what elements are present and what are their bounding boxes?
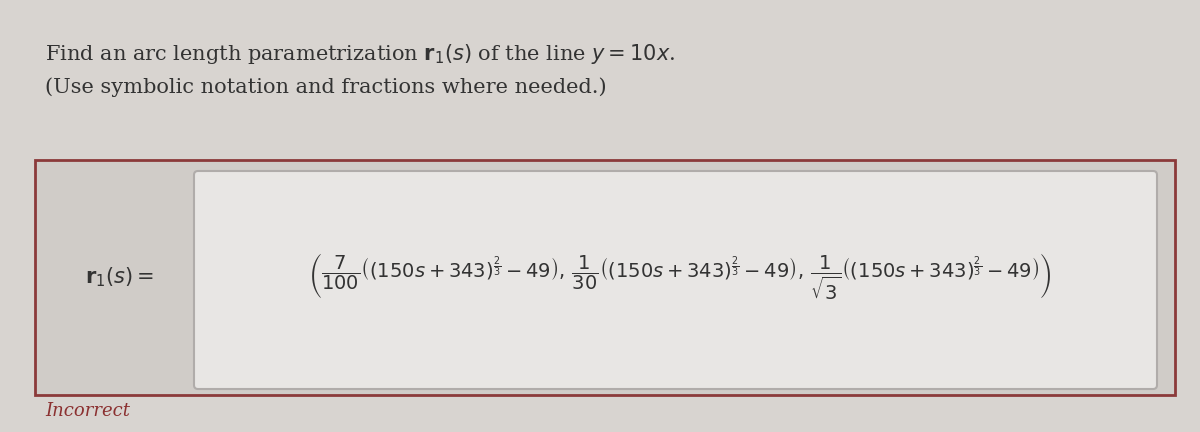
Text: $\left( \dfrac{7}{100}\left( (150s+343)^{\frac{2}{3}} - 49\right),\, \dfrac{1}{3: $\left( \dfrac{7}{100}\left( (150s+343)^… [308,252,1051,302]
Text: Find an arc length parametrization $\mathbf{r}_1(s)$ of the line $y = 10x$.: Find an arc length parametrization $\mat… [46,42,676,66]
Text: Incorrect: Incorrect [46,402,130,420]
Text: $\mathbf{r}_1(s) =$: $\mathbf{r}_1(s) =$ [85,265,155,289]
FancyBboxPatch shape [194,171,1157,389]
FancyBboxPatch shape [35,160,1175,395]
Text: (Use symbolic notation and fractions where needed.): (Use symbolic notation and fractions whe… [46,77,607,97]
